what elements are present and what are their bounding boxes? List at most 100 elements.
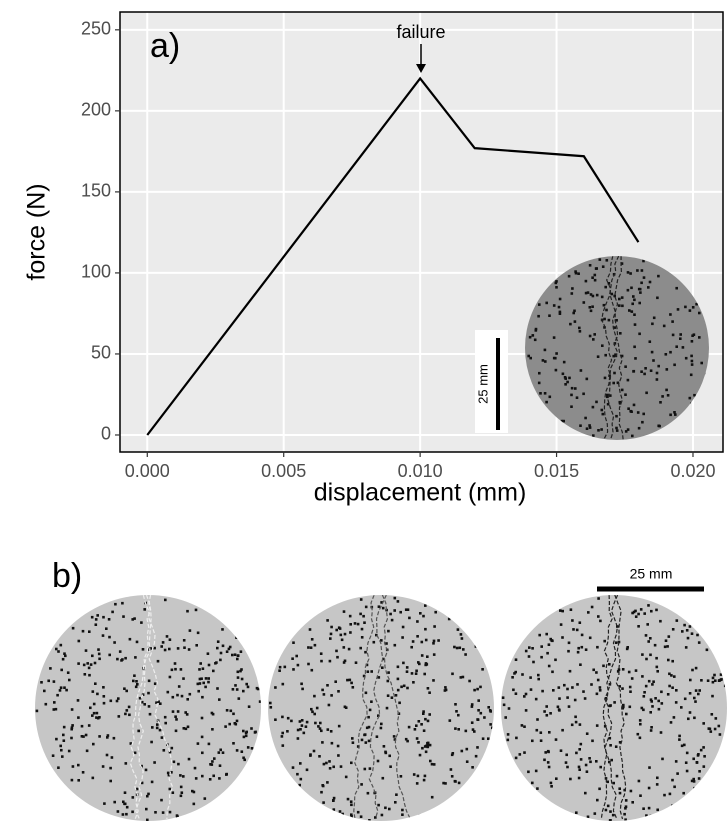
speckle bbox=[552, 689, 555, 692]
speckle bbox=[416, 620, 419, 623]
speckle bbox=[432, 679, 435, 682]
speckle bbox=[555, 777, 558, 780]
speckle bbox=[351, 686, 355, 689]
speckle bbox=[335, 649, 338, 653]
speckle bbox=[332, 799, 335, 802]
speckle bbox=[359, 646, 362, 650]
speckle bbox=[565, 753, 568, 757]
speckle bbox=[394, 694, 398, 697]
speckle bbox=[524, 649, 528, 653]
speckle bbox=[243, 758, 246, 762]
speckle bbox=[641, 653, 644, 656]
speckle bbox=[367, 739, 371, 743]
speckle bbox=[364, 691, 368, 695]
speckle bbox=[606, 393, 609, 397]
speckle bbox=[65, 688, 68, 692]
speckle bbox=[299, 777, 303, 781]
speckle bbox=[570, 723, 574, 727]
speckle bbox=[681, 346, 685, 349]
speckle bbox=[91, 690, 95, 693]
speckle bbox=[59, 686, 63, 689]
speckle bbox=[558, 297, 562, 301]
speckle bbox=[582, 690, 585, 693]
speckle bbox=[641, 675, 644, 678]
speckle bbox=[558, 312, 562, 315]
speckle bbox=[207, 742, 211, 746]
speckle bbox=[631, 434, 634, 438]
speckle bbox=[322, 801, 325, 804]
speckle bbox=[343, 632, 347, 636]
speckle bbox=[531, 647, 534, 650]
speckle bbox=[631, 302, 634, 306]
speckle bbox=[302, 731, 306, 735]
speckle bbox=[547, 664, 551, 668]
speckle bbox=[280, 735, 284, 738]
speckle bbox=[692, 777, 695, 781]
speckle bbox=[137, 729, 140, 733]
speckle bbox=[63, 686, 66, 689]
speckle bbox=[533, 338, 537, 342]
speckle bbox=[590, 605, 594, 609]
speckle bbox=[200, 677, 203, 680]
speckle bbox=[94, 682, 97, 685]
speckle bbox=[380, 601, 383, 604]
speckle bbox=[642, 259, 645, 263]
speckle bbox=[55, 647, 58, 651]
speckle bbox=[537, 673, 540, 677]
speckle bbox=[329, 637, 332, 640]
speckle bbox=[656, 670, 659, 673]
speckle bbox=[133, 751, 137, 755]
speckle bbox=[109, 699, 113, 703]
speckle bbox=[281, 731, 284, 735]
speckle bbox=[343, 659, 347, 663]
speckle bbox=[412, 773, 416, 776]
speckle bbox=[342, 646, 346, 649]
speckle bbox=[628, 685, 632, 689]
speckle bbox=[575, 751, 578, 755]
speckle bbox=[567, 649, 570, 653]
speckle bbox=[386, 679, 390, 683]
speckle bbox=[365, 663, 369, 667]
speckle bbox=[430, 795, 434, 799]
speckle bbox=[473, 688, 476, 692]
speckle bbox=[658, 424, 661, 428]
speckle bbox=[442, 781, 445, 785]
speckle bbox=[671, 686, 674, 689]
speckle bbox=[706, 679, 710, 682]
speckle bbox=[374, 816, 377, 819]
speckle bbox=[703, 755, 706, 758]
speckle bbox=[153, 682, 157, 685]
speckle bbox=[600, 428, 603, 431]
speckle bbox=[543, 392, 547, 395]
speckle bbox=[77, 716, 80, 719]
speckle bbox=[236, 657, 239, 661]
speckle bbox=[346, 678, 349, 682]
speckle bbox=[602, 303, 606, 307]
speckle bbox=[305, 720, 309, 724]
speckle bbox=[608, 760, 611, 764]
speckle bbox=[578, 330, 582, 333]
speckle bbox=[705, 648, 709, 652]
speckle bbox=[417, 741, 420, 744]
speckle bbox=[175, 718, 178, 721]
speckle bbox=[541, 359, 545, 362]
speckle bbox=[561, 372, 565, 376]
speckle bbox=[103, 802, 106, 805]
speckle bbox=[667, 635, 671, 638]
speckle bbox=[138, 696, 142, 700]
speckle bbox=[457, 713, 460, 717]
speckle bbox=[588, 757, 591, 760]
speckle bbox=[58, 689, 62, 692]
speckle bbox=[422, 710, 425, 713]
speckle bbox=[547, 643, 551, 646]
speckle bbox=[286, 730, 289, 733]
speckle bbox=[545, 400, 548, 404]
speckle bbox=[56, 693, 59, 697]
speckle bbox=[366, 791, 370, 795]
speckle bbox=[640, 281, 643, 285]
speckle bbox=[300, 682, 303, 686]
speckle bbox=[242, 689, 245, 693]
speckle bbox=[166, 771, 170, 775]
speckle bbox=[236, 654, 240, 657]
speckle bbox=[258, 700, 261, 703]
